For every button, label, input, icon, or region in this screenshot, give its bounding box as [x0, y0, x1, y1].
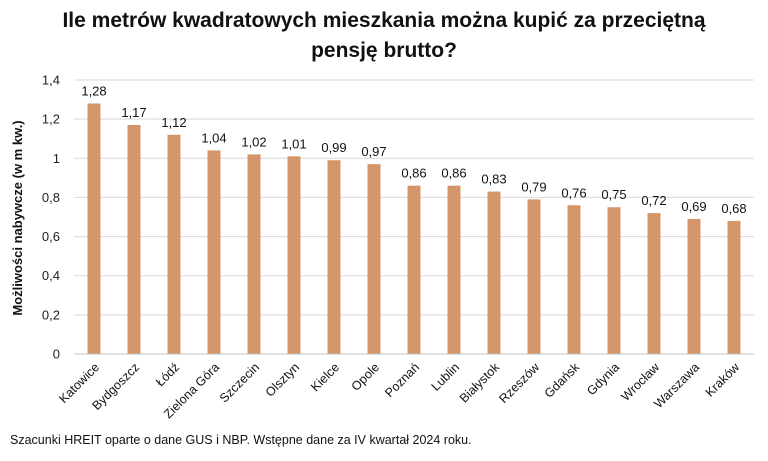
chart-title: Ile metrów kwadratowych mieszkania można… [0, 6, 768, 66]
x-tick-label: Kielce [308, 360, 342, 394]
bar-gdańsk [567, 205, 581, 354]
x-tick-label: Rzeszów [496, 360, 542, 406]
x-tick-label: Poznań [382, 360, 422, 400]
data-label: 0,69 [681, 199, 706, 214]
bar-wrocław [647, 213, 661, 354]
data-label: 0,79 [521, 179, 546, 194]
data-label: 1,17 [121, 105, 146, 120]
x-tick-label: Szczecin [217, 360, 262, 405]
bar-poznań [407, 185, 421, 354]
bar-bydgoszcz [127, 125, 141, 354]
y-axis-ticks: 0 0,2 0,4 0,6 0,8 1 1,2 1,4 [42, 73, 60, 362]
bar-zielona-góra [207, 150, 221, 354]
data-label: 0,72 [641, 193, 666, 208]
data-label: 1,02 [241, 134, 266, 149]
bar-kraków [727, 220, 741, 354]
x-tick-label: Łódź [153, 360, 182, 389]
y-tick-label: 0,4 [42, 268, 60, 283]
bars [87, 103, 741, 354]
data-label: 1,28 [81, 83, 106, 98]
y-tick-label: 0,8 [42, 190, 60, 205]
data-label: 0,99 [321, 140, 346, 155]
chart-title-line-1: Ile metrów kwadratowych mieszkania można… [62, 9, 706, 32]
data-label: 0,75 [601, 187, 626, 202]
y-tick-label: 0 [53, 347, 60, 362]
data-label: 0,76 [561, 185, 586, 200]
x-tick-label: Opole [349, 360, 383, 394]
bar-szczecin [247, 154, 261, 354]
x-tick-label: Kraków [703, 360, 743, 400]
data-label: 0,68 [721, 201, 746, 216]
data-labels: 1,28 1,17 1,12 1,04 1,02 1,01 0,99 0,97 0,86 0,86… [81, 83, 746, 215]
source-note: Szacunki HREIT oparte o dane GUS i NBP. … [10, 433, 472, 447]
bar-rzeszów [527, 199, 541, 354]
data-label: 0,86 [401, 166, 426, 181]
x-tick-label: Olsztyn [263, 360, 302, 399]
y-tick-label: 0,6 [42, 229, 60, 244]
bar-gdynia [607, 207, 621, 354]
data-label: 0,83 [481, 172, 506, 187]
y-tick-label: 1 [53, 151, 60, 166]
gridlines [74, 79, 754, 316]
data-label: 1,12 [161, 115, 186, 130]
bar-lublin [447, 185, 461, 354]
bar-olsztyn [287, 156, 301, 354]
bar-kielce [327, 160, 341, 354]
y-tick-label: 1,2 [42, 112, 60, 127]
data-label: 0,97 [361, 144, 386, 159]
y-axis-title: Możliwości nabywcze (w m kw.) [10, 120, 25, 315]
bar-łódź [167, 134, 181, 354]
x-tick-label: Białystok [457, 360, 503, 406]
y-tick-label: 1,4 [42, 73, 60, 88]
bar-katowice [87, 103, 101, 354]
bar-białystok [487, 191, 501, 354]
bar-warszawa [687, 218, 701, 354]
x-tick-label: Gdynia [584, 360, 622, 398]
data-label: 1,04 [201, 130, 226, 145]
x-tick-label: Gdańsk [542, 360, 583, 401]
data-label: 0,86 [441, 166, 466, 181]
data-label: 1,01 [281, 136, 306, 151]
bar-opole [367, 164, 381, 354]
y-tick-label: 0,2 [42, 307, 60, 322]
chart-title-line-2: pensję brutto? [311, 39, 457, 62]
x-tick-label: Lublin [429, 360, 463, 394]
